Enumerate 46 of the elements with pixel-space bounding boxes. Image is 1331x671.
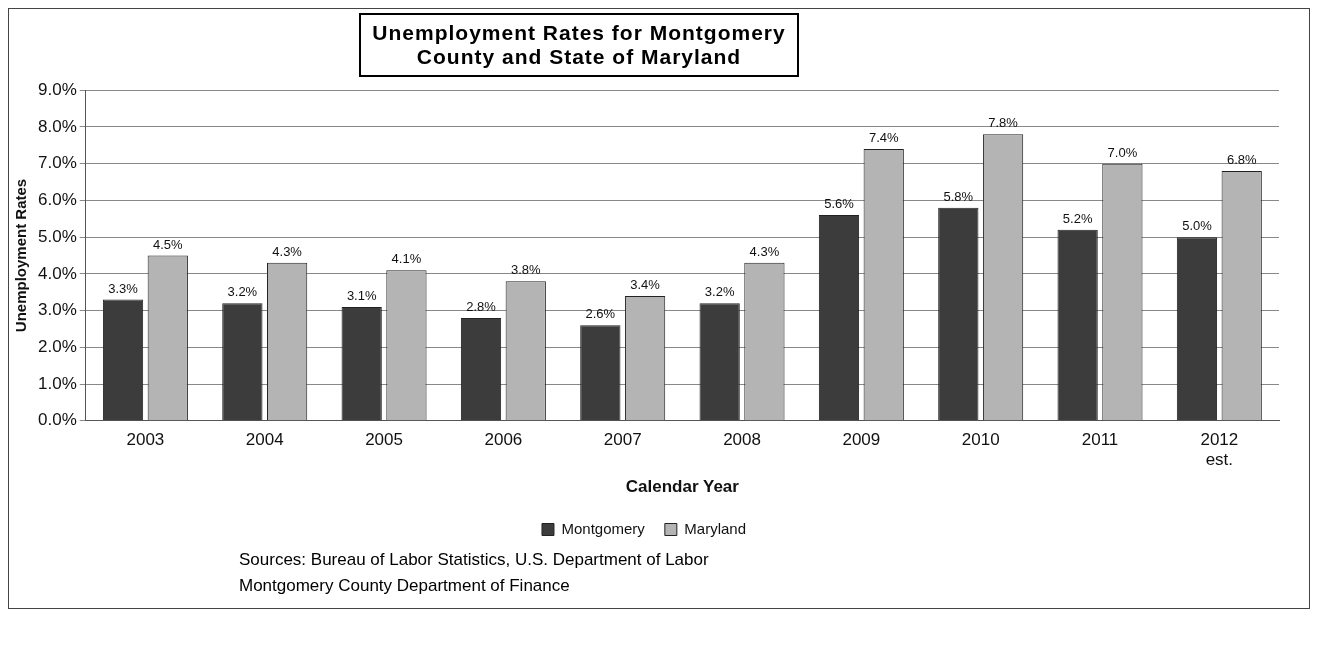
- x-tick-label: 2003: [126, 429, 165, 449]
- data-label: 2.6%: [585, 306, 616, 322]
- data-label: 3.1%: [346, 288, 377, 303]
- data-label: 4.3%: [272, 243, 303, 259]
- data-label: 4.5%: [152, 236, 184, 252]
- legend-label: Montgomery: [561, 519, 646, 537]
- x-tick-label: 2004: [245, 429, 284, 449]
- data-label: 7.4%: [868, 130, 899, 146]
- data-label: 7.8%: [988, 115, 1019, 131]
- source-note: Sources: Bureau of Labor Statistics, U.S. Department of Labor Montgomery County Department of Finance: [239, 549, 710, 597]
- y-tick-label: 5.0%: [38, 226, 77, 246]
- y-tick-label: 7.0%: [38, 153, 77, 173]
- y-tick-label: 9.0%: [38, 79, 77, 99]
- chart-title: Unemployment Rates for Montgomery County and State of Maryland: [359, 13, 799, 77]
- x-tick-label: 2007: [603, 429, 642, 449]
- x-tick-label: 2008: [723, 429, 761, 449]
- data-label: 2.8%: [466, 299, 497, 315]
- y-tick-label: 8.0%: [38, 116, 77, 136]
- data-label: 3.3%: [108, 280, 139, 296]
- x-tick-label: 2011: [1081, 429, 1119, 449]
- y-tick-label: 6.0%: [38, 190, 77, 210]
- y-axis-title: Unemployment Rates: [12, 178, 30, 333]
- y-tick-label: 2.0%: [38, 337, 77, 357]
- y-tick-label: 1.0%: [38, 373, 77, 393]
- data-label: 5.0%: [1182, 218, 1213, 234]
- data-label: 3.2%: [704, 284, 735, 300]
- x-tick-label: 2012 est.: [1200, 429, 1239, 470]
- legend-label: Maryland: [684, 519, 747, 537]
- x-axis-title: Calendar Year: [625, 477, 740, 497]
- data-label: 6.8%: [1226, 152, 1257, 168]
- x-tick-label: 2010: [961, 429, 1000, 449]
- data-label: 3.2%: [227, 284, 258, 300]
- y-tick-label: 3.0%: [38, 300, 77, 320]
- data-label: 7.0%: [1107, 144, 1138, 160]
- data-label: 3.8%: [510, 262, 542, 278]
- data-label: 5.2%: [1062, 210, 1093, 226]
- data-label: 5.6%: [824, 196, 855, 212]
- y-tick-label: 4.0%: [38, 263, 77, 283]
- x-tick-label: 2005: [365, 429, 403, 449]
- data-label: 4.1%: [391, 251, 422, 267]
- x-tick-label: 2006: [484, 429, 523, 449]
- data-label: 3.4%: [630, 276, 661, 292]
- y-tick-label: 0.0%: [38, 410, 77, 430]
- data-label: 5.8%: [943, 188, 974, 204]
- x-tick-label: 2009: [842, 429, 881, 449]
- data-label: 4.3%: [749, 243, 780, 259]
